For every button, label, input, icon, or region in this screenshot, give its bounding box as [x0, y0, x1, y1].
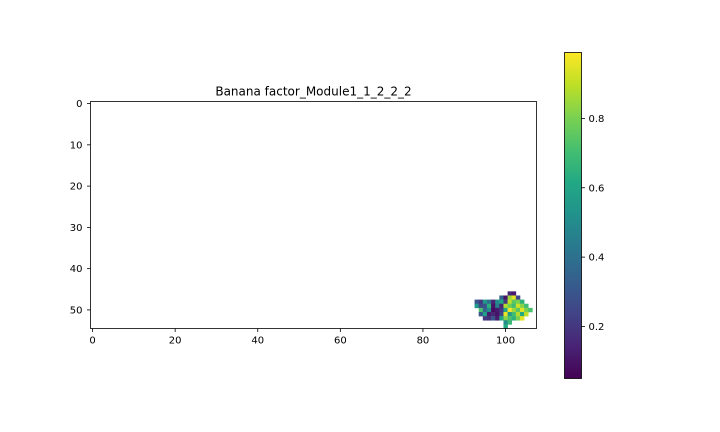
heatmap-cell — [499, 303, 504, 309]
heatmap-cell — [519, 303, 525, 309]
heatmap-cell — [503, 307, 508, 313]
colorbar-tick-label: 0.6 — [589, 183, 605, 194]
heatmap-cell — [507, 316, 513, 321]
heatmap-cell — [478, 303, 484, 309]
heatmap-cell — [499, 311, 504, 317]
y-tick-label: 50 — [70, 305, 83, 316]
heatmap-cell — [524, 307, 529, 313]
heatmap-cell — [503, 295, 508, 300]
heatmap-cell — [495, 311, 500, 317]
heatmap-cell — [511, 295, 517, 300]
colorbar-axis: 0.2 0.4 0.6 0.8 — [581, 114, 605, 333]
heatmap-cell — [503, 311, 508, 317]
heatmap-cell — [491, 299, 496, 305]
heatmap-cell — [519, 307, 525, 313]
heatmap-cell — [515, 303, 521, 309]
heatmap-cell — [491, 303, 496, 309]
heatmap-cell — [511, 299, 517, 305]
colorbar-tick-label: 0.4 — [589, 253, 605, 264]
heatmap-cell — [507, 320, 513, 325]
heatmap-cell — [482, 303, 488, 309]
heatmap-cell — [511, 311, 517, 317]
colorbar — [564, 52, 582, 379]
heatmap-cell — [474, 299, 479, 305]
heatmap-cell — [486, 303, 492, 309]
heatmap-cell — [511, 303, 517, 309]
x-axis: 0 20 40 60 80 100 — [89, 328, 515, 347]
heatmap-cell — [519, 316, 525, 321]
heatmap-cell — [486, 316, 492, 321]
heatmap-cell — [507, 299, 513, 305]
heatmap-cell — [491, 311, 496, 317]
heatmap-cell — [507, 307, 513, 313]
heatmap-cell — [482, 316, 488, 321]
heatmap-cell — [503, 324, 508, 329]
heatmap-cell — [519, 311, 525, 317]
heatmap-cell — [511, 291, 517, 296]
x-tick-label: 20 — [169, 336, 182, 347]
heatmap-cell — [503, 316, 508, 321]
heatmap-cell — [474, 303, 479, 309]
heatmap-cell — [482, 311, 488, 317]
heatmap-cell — [524, 311, 529, 317]
heatmap-cell — [491, 316, 496, 321]
heatmap-cells — [474, 291, 533, 329]
heatmap-cell — [524, 303, 529, 309]
heatmap-cell — [507, 291, 513, 296]
heatmap-cell — [519, 299, 525, 305]
heatmap-cell — [515, 299, 521, 305]
heatmap-cell — [478, 307, 484, 313]
y-tick-label: 20 — [70, 182, 83, 193]
heatmap-cell — [503, 299, 508, 305]
plot-frame — [90, 101, 537, 329]
chart-title: Banana factor_Module1_1_2_2_2 — [215, 85, 411, 99]
x-tick-label: 40 — [251, 336, 264, 347]
heatmap-cell — [503, 320, 508, 325]
heatmap-cell — [486, 307, 492, 313]
heatmap-cell — [499, 316, 504, 321]
x-tick-label: 60 — [334, 336, 347, 347]
y-axis: 0 10 20 30 40 50 — [70, 99, 91, 316]
heatmap-cell — [507, 303, 513, 309]
heatmap-cell — [528, 307, 533, 313]
heatmap-cell — [515, 307, 521, 313]
x-tick-label: 0 — [89, 336, 95, 347]
heatmap-cell — [495, 299, 500, 305]
heatmap-cell — [499, 299, 504, 305]
heatmap-cell — [511, 307, 517, 313]
y-tick-label: 10 — [70, 140, 83, 151]
heatmap-cell — [486, 299, 492, 305]
heatmap-cell — [511, 316, 517, 321]
x-tick-label: 80 — [417, 336, 430, 347]
heatmap-cell — [482, 299, 488, 305]
heatmap-cell — [495, 316, 500, 321]
heatmap-cell — [499, 295, 504, 300]
heatmap-cell — [486, 311, 492, 317]
heatmap-cell — [478, 311, 484, 317]
colorbar-tick-label: 0.2 — [589, 322, 605, 333]
x-tick-label: 100 — [496, 336, 515, 347]
heatmap-cell — [482, 307, 488, 313]
heatmap-cell — [515, 295, 521, 300]
colorbar-tick-label: 0.8 — [589, 114, 605, 125]
heatmap-cell — [507, 311, 513, 317]
heatmap-cell — [503, 303, 508, 309]
y-tick-label: 0 — [76, 99, 82, 110]
heatmap-cell — [499, 307, 504, 313]
heatmap-cell — [507, 295, 513, 300]
y-tick-label: 40 — [70, 264, 83, 275]
heatmap-cell — [491, 307, 496, 313]
heatmap-cell — [515, 316, 521, 321]
heatmap-cell — [495, 303, 500, 309]
heatmap-cell — [515, 311, 521, 317]
heatmap-cell — [495, 307, 500, 313]
y-tick-label: 30 — [70, 223, 83, 234]
heatmap-cell — [478, 299, 484, 305]
